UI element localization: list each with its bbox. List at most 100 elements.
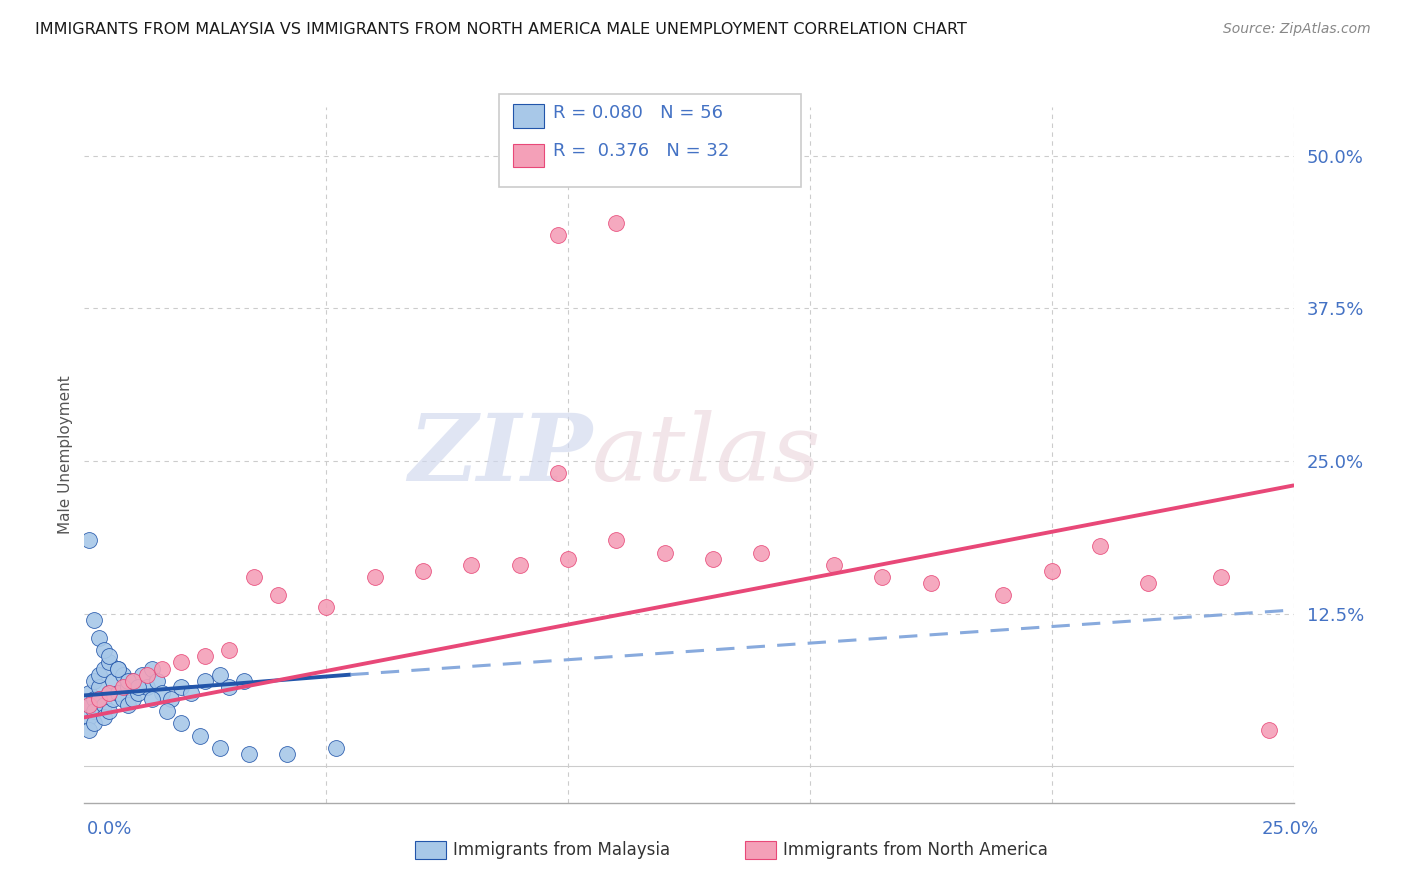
Point bbox=[87, 692, 110, 706]
Point bbox=[218, 643, 240, 657]
Point bbox=[993, 588, 1015, 602]
Point bbox=[87, 680, 110, 694]
Point bbox=[97, 656, 120, 670]
Text: Immigrants from Malaysia: Immigrants from Malaysia bbox=[453, 841, 669, 859]
Point bbox=[112, 667, 135, 681]
Point bbox=[121, 692, 143, 706]
Text: ZIP: ZIP bbox=[408, 410, 592, 500]
Text: IMMIGRANTS FROM MALAYSIA VS IMMIGRANTS FROM NORTH AMERICA MALE UNEMPLOYMENT CORR: IMMIGRANTS FROM MALAYSIA VS IMMIGRANTS F… bbox=[35, 22, 967, 37]
Point bbox=[77, 710, 100, 724]
Point bbox=[121, 673, 143, 688]
Text: R = 0.080   N = 56: R = 0.080 N = 56 bbox=[553, 104, 723, 122]
Point bbox=[77, 686, 100, 700]
Point bbox=[97, 686, 120, 700]
Point bbox=[87, 631, 110, 645]
Point bbox=[83, 716, 105, 731]
Point bbox=[412, 564, 434, 578]
Point bbox=[315, 600, 337, 615]
Point bbox=[605, 216, 627, 230]
Point bbox=[1088, 540, 1111, 554]
Point bbox=[107, 661, 129, 675]
Point bbox=[77, 723, 100, 737]
Point bbox=[112, 692, 135, 706]
Text: atlas: atlas bbox=[592, 410, 821, 500]
Point bbox=[93, 710, 115, 724]
Point bbox=[83, 692, 105, 706]
Point bbox=[127, 686, 149, 700]
Text: 0.0%: 0.0% bbox=[87, 820, 132, 838]
Point bbox=[654, 545, 676, 559]
Point bbox=[233, 673, 256, 688]
Point bbox=[121, 673, 143, 688]
Point bbox=[190, 729, 212, 743]
Point bbox=[97, 686, 120, 700]
Point bbox=[751, 545, 773, 559]
Y-axis label: Male Unemployment: Male Unemployment bbox=[58, 376, 73, 534]
Point bbox=[208, 667, 231, 681]
Point bbox=[208, 740, 231, 755]
Point bbox=[117, 698, 139, 713]
Text: R =  0.376   N = 32: R = 0.376 N = 32 bbox=[553, 142, 728, 160]
Point bbox=[155, 704, 177, 718]
Point bbox=[93, 661, 115, 675]
Point bbox=[170, 680, 193, 694]
Point bbox=[194, 673, 217, 688]
Text: 25.0%: 25.0% bbox=[1261, 820, 1319, 838]
Point bbox=[136, 680, 159, 694]
Point bbox=[83, 673, 105, 688]
Point bbox=[509, 558, 531, 572]
Point bbox=[103, 673, 125, 688]
Point bbox=[363, 570, 385, 584]
Text: Immigrants from North America: Immigrants from North America bbox=[783, 841, 1047, 859]
Point bbox=[93, 643, 115, 657]
Point bbox=[87, 667, 110, 681]
Point bbox=[107, 661, 129, 675]
Point bbox=[276, 747, 298, 761]
Point bbox=[77, 698, 100, 713]
Point bbox=[920, 576, 942, 591]
Point bbox=[238, 747, 260, 761]
Point bbox=[872, 570, 894, 584]
Point bbox=[194, 649, 217, 664]
Point bbox=[83, 704, 105, 718]
Point bbox=[180, 686, 202, 700]
Point bbox=[823, 558, 845, 572]
Point bbox=[141, 692, 163, 706]
Point bbox=[117, 680, 139, 694]
Point bbox=[87, 692, 110, 706]
Point bbox=[77, 533, 100, 548]
Text: Source: ZipAtlas.com: Source: ZipAtlas.com bbox=[1223, 22, 1371, 37]
Point bbox=[460, 558, 482, 572]
Point bbox=[1137, 576, 1160, 591]
Point bbox=[83, 613, 105, 627]
Point bbox=[242, 570, 264, 584]
Point bbox=[267, 588, 290, 602]
Point bbox=[136, 667, 159, 681]
Point bbox=[160, 692, 183, 706]
Point bbox=[146, 673, 169, 688]
Point bbox=[131, 667, 153, 681]
Point bbox=[97, 704, 120, 718]
Point bbox=[170, 656, 193, 670]
Point bbox=[1209, 570, 1232, 584]
Point bbox=[127, 680, 149, 694]
Point bbox=[103, 692, 125, 706]
Point bbox=[150, 686, 173, 700]
Point bbox=[325, 740, 347, 755]
Point bbox=[107, 686, 129, 700]
Point bbox=[1258, 723, 1281, 737]
Point bbox=[218, 680, 240, 694]
Point bbox=[605, 533, 627, 548]
Point bbox=[97, 649, 120, 664]
Point bbox=[93, 698, 115, 713]
Point bbox=[702, 551, 724, 566]
Point bbox=[170, 716, 193, 731]
Point bbox=[547, 467, 569, 481]
Point bbox=[150, 661, 173, 675]
Point bbox=[1040, 564, 1063, 578]
Point bbox=[117, 673, 139, 688]
Point bbox=[141, 661, 163, 675]
Point bbox=[112, 680, 135, 694]
Point bbox=[77, 698, 100, 713]
Point bbox=[547, 228, 569, 243]
